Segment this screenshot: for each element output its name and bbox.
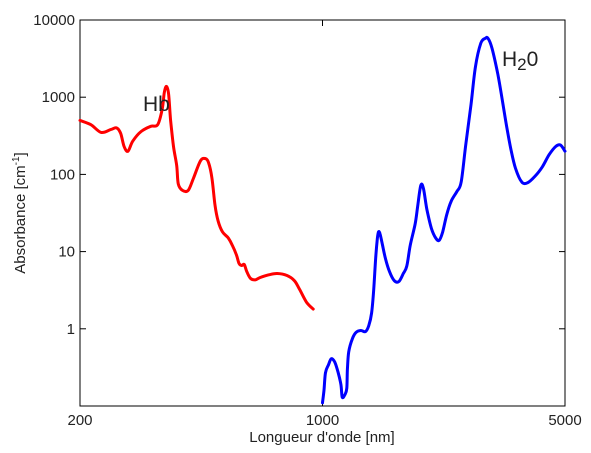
x-tick-label: 200	[67, 412, 92, 429]
x-tick-label: 1000	[306, 412, 339, 429]
x-tick-label: 5000	[548, 412, 581, 429]
y-axis-title-main: Absorbance [cm	[12, 165, 29, 273]
y-tick-label: 100	[50, 166, 75, 183]
series-line-hb	[78, 84, 315, 311]
series-layer	[78, 35, 567, 405]
x-axis-title: Longueur d'onde [nm]	[249, 429, 394, 446]
y-axis-title-close: ]	[12, 152, 29, 156]
series-label-hb: Hb	[143, 93, 170, 116]
series-line-h2o	[321, 35, 567, 405]
series-label-h2o-sub: 2	[517, 55, 526, 74]
series-label-h2o-suffix: 0	[527, 48, 539, 71]
y-axis-ticks: 1 10 100 1000 10000	[33, 12, 565, 338]
y-tick-label: 10	[58, 244, 75, 261]
series-label-h2o-main: H	[502, 48, 517, 71]
y-axis-title-sup: -1	[11, 156, 22, 165]
plot-frame	[79, 19, 566, 407]
y-tick-label: 10000	[33, 12, 75, 29]
y-tick-label: 1	[67, 321, 75, 338]
x-axis-ticks: 200 1000 5000	[67, 20, 582, 429]
y-axis-title: Absorbance [cm-1]	[11, 152, 29, 273]
y-tick-label: 1000	[42, 89, 75, 106]
series-label-h2o: H20	[502, 48, 538, 74]
